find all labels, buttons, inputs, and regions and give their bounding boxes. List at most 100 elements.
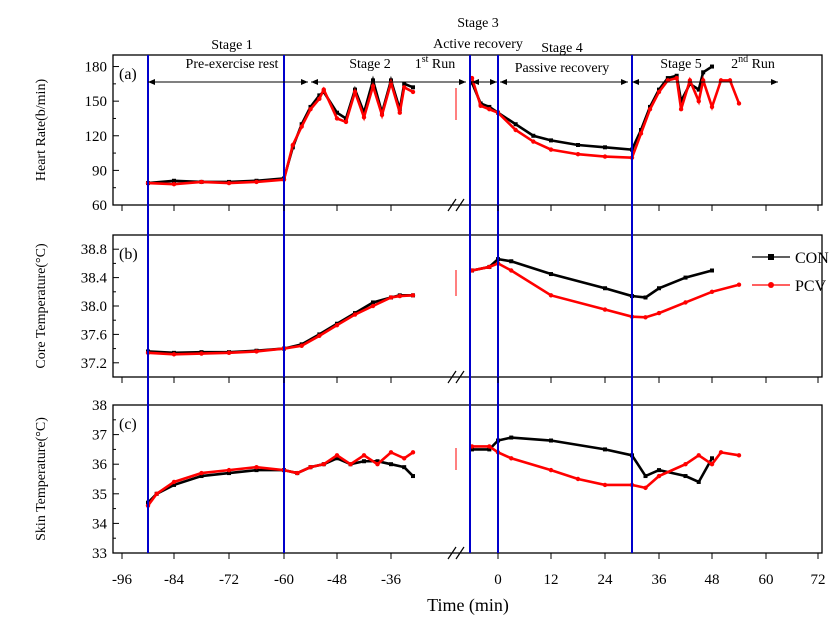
- legend-label-con: CON: [795, 250, 829, 267]
- data-point-pcv: [509, 268, 514, 273]
- data-point-con: [674, 73, 679, 78]
- data-point-pcv: [643, 315, 648, 320]
- series-line-con: [471, 257, 713, 299]
- series-line-pcv: [147, 77, 414, 186]
- data-point-pcv: [602, 154, 608, 159]
- axis-breaks: [447, 198, 465, 560]
- data-point-con: [710, 456, 714, 461]
- data-point-pcv: [388, 80, 394, 85]
- data-point-pcv: [736, 282, 742, 287]
- panel-label: (b): [119, 246, 138, 263]
- arrow-head: [472, 79, 479, 85]
- data-point-con: [643, 474, 648, 479]
- data-point-con: [603, 145, 607, 150]
- data-point-pcv: [226, 350, 232, 356]
- data-point-con: [375, 459, 380, 464]
- panel-label: (a): [119, 66, 137, 83]
- data-point-con: [710, 64, 714, 69]
- arrow-head: [459, 79, 466, 85]
- data-point-pcv: [410, 293, 416, 298]
- data-point-pcv: [352, 89, 358, 95]
- y-tick-label: 36: [92, 457, 108, 473]
- data-point-pcv: [647, 107, 653, 112]
- data-point-pcv: [478, 103, 483, 108]
- data-point-pcv: [709, 104, 715, 110]
- data-point-con: [227, 471, 231, 476]
- data-point-con: [549, 272, 553, 277]
- y-tick-label: 120: [85, 129, 108, 145]
- data-point-pcv: [388, 295, 394, 300]
- data-point-pcv: [397, 110, 402, 115]
- data-point-pcv: [487, 107, 492, 112]
- data-point-con: [362, 459, 366, 464]
- data-point-pcv: [397, 293, 402, 299]
- stage-4-title: Stage 4: [541, 41, 583, 56]
- y-tick-label: 35: [92, 487, 107, 503]
- data-point-con: [470, 447, 474, 452]
- series-layer: [145, 64, 742, 508]
- data-point-pcv: [709, 462, 715, 467]
- data-point-pcv: [687, 78, 693, 83]
- series-line-con: [472, 436, 714, 484]
- data-point-pcv: [548, 293, 554, 298]
- data-point-con: [317, 93, 322, 98]
- data-point-pcv: [254, 349, 259, 354]
- arrow-head: [148, 79, 155, 85]
- data-point-pcv: [709, 289, 715, 294]
- series-line-con: [147, 456, 414, 504]
- data-point-pcv: [487, 264, 492, 270]
- data-point-con: [643, 295, 648, 300]
- y-tick-label: 37.6: [81, 327, 108, 343]
- panel-label: (c): [119, 416, 137, 433]
- data-point-con: [470, 80, 474, 85]
- data-point-pcv: [643, 485, 648, 491]
- panel-frame: [112, 54, 823, 206]
- data-point-con: [335, 456, 339, 461]
- y-axis-label: Core Temperature(°C): [34, 243, 49, 369]
- data-point-con: [411, 474, 415, 479]
- data-point-pcv: [683, 462, 688, 467]
- data-point-con: [513, 122, 518, 127]
- legend: CON PCV: [752, 250, 829, 295]
- data-point-con: [172, 178, 176, 183]
- data-point-pcv: [402, 456, 407, 461]
- x-tick-label: 48: [705, 572, 720, 588]
- data-point-pcv: [334, 322, 340, 328]
- data-point-pcv: [402, 85, 407, 90]
- y-tick-label: 38: [92, 398, 107, 414]
- data-point-pcv: [308, 464, 313, 470]
- data-point-con: [487, 104, 492, 109]
- arrow-head: [500, 79, 507, 85]
- data-point-pcv: [361, 453, 367, 458]
- y-axis-label: Heart Rate(b/min): [34, 79, 49, 182]
- data-point-pcv: [602, 482, 608, 488]
- data-point-pcv: [736, 101, 742, 106]
- x-axis-label: Time (min): [427, 595, 509, 616]
- data-point-pcv: [379, 112, 385, 118]
- data-point-con: [696, 479, 701, 484]
- data-point-con: [402, 465, 407, 470]
- arrow-head: [621, 79, 628, 85]
- data-point-con: [665, 76, 670, 81]
- data-point-pcv: [513, 127, 518, 133]
- data-point-con: [389, 462, 393, 467]
- data-point-pcv: [370, 303, 376, 309]
- data-point-pcv: [531, 139, 536, 144]
- y-tick-label: 37: [92, 428, 108, 444]
- x-tick-label: 24: [598, 572, 614, 588]
- stage-1-subtitle: Pre-exercise rest: [186, 57, 279, 72]
- data-point-pcv: [575, 152, 581, 157]
- data-point-con: [603, 447, 607, 452]
- x-tick-label: -48: [327, 572, 347, 588]
- data-point-con: [657, 286, 661, 291]
- data-point-con: [308, 104, 313, 109]
- axis-break-mark: [447, 198, 457, 212]
- data-point-pcv: [700, 78, 706, 83]
- data-point-con: [683, 474, 688, 479]
- y-tick-label: 37.2: [81, 356, 107, 372]
- stage-2-title: Stage 2: [349, 57, 391, 72]
- stage-2-subtitle: 1st Run: [415, 54, 456, 72]
- x-tick-label: 72: [811, 572, 826, 588]
- legend-marker-square: [768, 254, 774, 260]
